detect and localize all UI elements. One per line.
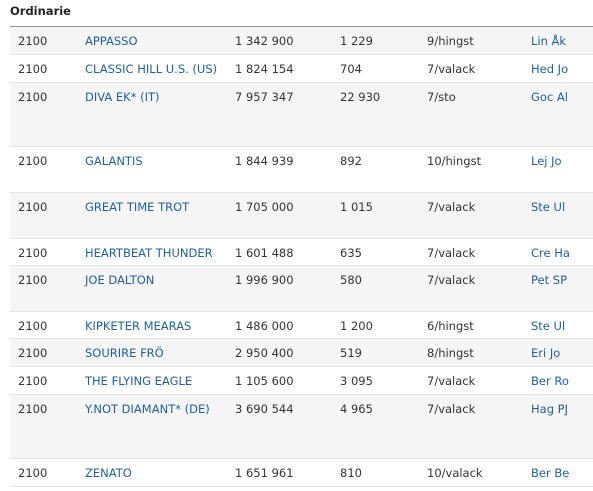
starts: 22 930 [340, 90, 381, 104]
table-row: 2100 ZENATO 1 651 961 810 10/valack Ber Be [10, 459, 593, 487]
age-sex: 10/valack [427, 466, 483, 480]
age-sex: 8/hingst [427, 346, 474, 360]
distance: 2100 [18, 402, 48, 416]
age-sex: 7/valack [427, 273, 476, 287]
distance: 2100 [18, 319, 48, 333]
driver[interactable]: Eri Jo [531, 346, 561, 360]
starts: 892 [340, 154, 362, 168]
horse-name[interactable]: CLASSIC HILL U.S. (US) [85, 62, 218, 76]
earnings: 1 824 154 [235, 62, 294, 76]
distance: 2100 [18, 246, 48, 260]
driver[interactable]: Lin Åk [531, 34, 567, 48]
age-sex: 7/valack [427, 200, 476, 214]
age-sex: 7/valack [427, 374, 476, 388]
earnings: 1 342 900 [235, 34, 294, 48]
horse-name[interactable]: ZENATO [85, 466, 132, 480]
starts: 635 [340, 246, 362, 260]
distance: 2100 [18, 62, 48, 76]
driver[interactable]: Cre Ha [531, 246, 570, 260]
table-row: 2100 SOURIRE FRÖ 2 950 400 519 8/hingst Eri J… [10, 339, 593, 367]
driver[interactable]: Ste Ul [531, 319, 566, 333]
horse-name[interactable]: THE FLYING EAGLE [85, 374, 193, 388]
starts: 810 [340, 466, 362, 480]
table-row: 2100 KIPKETER MEARAS 1 486 000 1 200 6/hings… [10, 312, 593, 339]
earnings: 1 486 000 [235, 319, 294, 333]
earnings: 1 651 961 [235, 466, 294, 480]
horse-name[interactable]: GALANTIS [85, 154, 143, 168]
age-sex: 7/valack [427, 246, 476, 260]
age-sex: 10/hingst [427, 154, 482, 168]
starts: 1 200 [340, 319, 373, 333]
horse-name[interactable]: Y.NOT DIAMANT* (DE) [85, 402, 210, 416]
distance: 2100 [18, 374, 48, 388]
table-row: 2100 THE FLYING EAGLE 1 105 600 3 095 7/vala… [10, 367, 593, 395]
earnings: 1 601 488 [235, 246, 294, 260]
starts: 3 095 [340, 374, 373, 388]
driver[interactable]: Hag PJ [531, 402, 568, 416]
earnings: 3 690 544 [235, 402, 294, 416]
earnings: 1 705 000 [235, 200, 294, 214]
distance: 2100 [18, 90, 48, 104]
distance: 2100 [18, 154, 48, 168]
table-row: 2100 Y.NOT DIAMANT* (DE) 3 690 544 4 965 7/v… [10, 395, 593, 459]
horse-name[interactable]: KIPKETER MEARAS [85, 319, 192, 333]
horse-name[interactable]: HEARTBEAT THUNDER [85, 246, 213, 260]
distance: 2100 [18, 273, 48, 287]
earnings: 1 105 600 [235, 374, 294, 388]
table-row: 2100 JOE DALTON 1 996 900 580 7/valack Pet SP [10, 266, 593, 312]
horse-name[interactable]: DIVA EK* (IT) [85, 90, 160, 104]
driver[interactable]: Ber Be [531, 466, 570, 480]
distance: 2100 [18, 346, 48, 360]
starts: 580 [340, 273, 362, 287]
distance: 2100 [18, 466, 48, 480]
driver[interactable]: Pet SP [531, 273, 567, 287]
table-row: 2100 HEARTBEAT THUNDER 1 601 488 635 7/valac… [10, 239, 593, 266]
table-row: 2100 APPASSO 1 342 900 1 229 9/hingst Lin Åk [10, 27, 593, 55]
starts: 519 [340, 346, 362, 360]
horse-name[interactable]: GREAT TIME TROT [85, 200, 190, 214]
horse-name[interactable]: APPASSO [85, 34, 138, 48]
driver[interactable]: Lej Jo [531, 154, 562, 168]
horse-name[interactable]: SOURIRE FRÖ [85, 346, 164, 360]
driver[interactable]: Ber Ro [531, 374, 569, 388]
table-row: 2100 DIVA EK* (IT) 7 957 347 22 930 7/sto Goc… [10, 83, 593, 147]
horse-name[interactable]: JOE DALTON [85, 273, 155, 287]
earnings: 1 996 900 [235, 273, 294, 287]
earnings: 2 950 400 [235, 346, 294, 360]
starts: 704 [340, 62, 362, 76]
starts: 1 015 [340, 200, 373, 214]
starts: 4 965 [340, 402, 373, 416]
distance: 2100 [18, 34, 48, 48]
driver[interactable]: Goc Al [531, 90, 568, 104]
distance: 2100 [18, 200, 48, 214]
age-sex: 7/sto [427, 90, 456, 104]
driver[interactable]: Ste Ul [531, 200, 566, 214]
starts: 1 229 [340, 34, 373, 48]
age-sex: 6/hingst [427, 319, 474, 333]
table-row: 2100 GREAT TIME TROT 1 705 000 1 015 7/valac… [10, 193, 593, 239]
age-sex: 9/hingst [427, 34, 474, 48]
section-title: Ordinarie [10, 4, 71, 18]
table-row: 2100 GALANTIS 1 844 939 892 10/hingst Lej Jo [10, 147, 593, 193]
driver[interactable]: Hed Jo [531, 62, 569, 76]
age-sex: 7/valack [427, 62, 476, 76]
table: 2100 APPASSO 1 342 900 1 229 9/hingst Lin Åk 2… [10, 26, 593, 487]
age-sex: 7/valack [427, 402, 476, 416]
earnings: 7 957 347 [235, 90, 294, 104]
table-row: 2100 CLASSIC HILL U.S. (US) 1 824 154 704 7/… [10, 55, 593, 83]
earnings: 1 844 939 [235, 154, 294, 168]
